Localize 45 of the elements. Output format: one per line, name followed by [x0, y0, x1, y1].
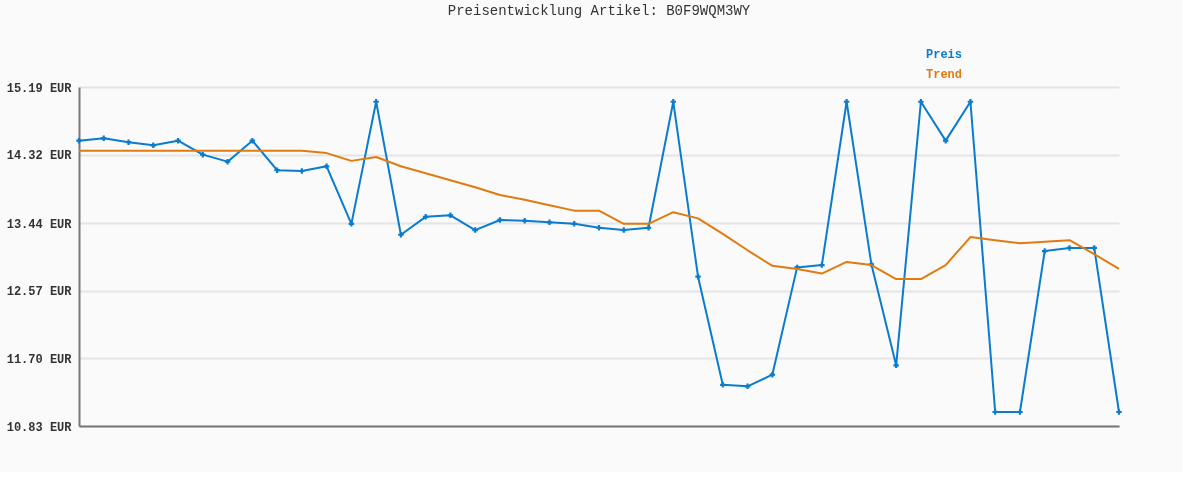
point [1116, 409, 1122, 415]
point [1017, 409, 1023, 415]
point [918, 99, 924, 105]
y-tick-label: 12.57 EUR [6, 285, 73, 300]
y-tick-label: 10.83 EUR [6, 420, 73, 435]
point [175, 137, 181, 144]
point [1041, 248, 1048, 254]
point [546, 219, 553, 226]
chart-title: Preisentwicklung Artikel: B0F9WQM3WY [447, 3, 751, 19]
point [967, 99, 974, 105]
y-tick-label: 13.44 EUR [6, 217, 73, 232]
point [200, 151, 206, 158]
point [744, 383, 751, 390]
point [571, 221, 577, 227]
point [274, 167, 280, 173]
point [299, 168, 305, 174]
point [497, 217, 503, 223]
point [819, 262, 825, 268]
point [843, 99, 850, 105]
text: Trend [925, 68, 963, 82]
point [373, 99, 379, 105]
point [125, 139, 132, 145]
y-tick-label: 11.70 EUR [6, 352, 73, 367]
point [893, 362, 899, 369]
point [645, 224, 652, 231]
point [348, 221, 355, 227]
point [992, 409, 998, 415]
point [695, 273, 701, 280]
y-tick-label: 15.19 EUR [6, 81, 73, 96]
point [224, 158, 231, 165]
point [422, 214, 429, 220]
point [1091, 245, 1097, 251]
point [596, 224, 602, 231]
line-series [78, 149, 1120, 281]
point [398, 231, 404, 238]
point [101, 135, 107, 142]
point [621, 227, 627, 233]
text: Preis [925, 48, 963, 62]
point [720, 382, 726, 388]
point [447, 212, 454, 219]
y-tick-label: 14.32 EUR [6, 149, 73, 164]
point [472, 227, 478, 233]
point [670, 99, 677, 105]
point [1066, 245, 1073, 251]
point [76, 137, 82, 144]
